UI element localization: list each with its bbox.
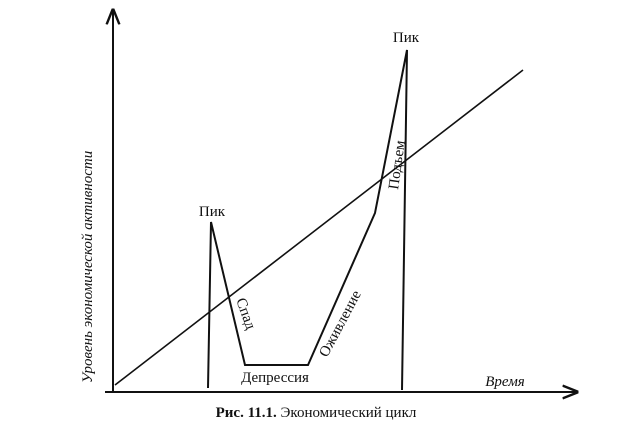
- y-axis-label: Уровень экономической активности: [80, 151, 96, 383]
- cycle-curve: [207, 49, 408, 391]
- phase-label: Оживление: [316, 288, 365, 360]
- peak-label: Пик: [199, 204, 226, 220]
- phase-label: Подъем: [386, 139, 409, 191]
- caption-title: Экономический цикл: [281, 405, 417, 421]
- caption-number: Рис. 11.1.: [216, 405, 277, 421]
- phase-label: Депрессия: [241, 370, 309, 386]
- caption: Рис. 11.1. Экономический цикл: [216, 405, 417, 421]
- x-axis-label: Время: [485, 374, 525, 390]
- peak-label: Пик: [393, 30, 420, 46]
- trend-line: [114, 69, 524, 386]
